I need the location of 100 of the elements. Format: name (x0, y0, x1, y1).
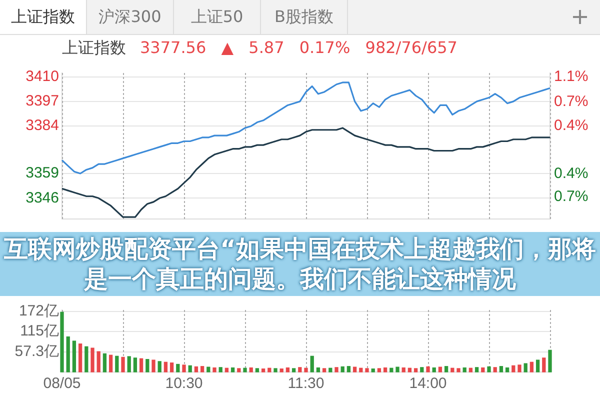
bar (261, 368, 266, 372)
bar (286, 367, 290, 372)
bar (237, 368, 241, 372)
bar (474, 367, 479, 372)
bar (420, 367, 424, 372)
bar (371, 368, 375, 372)
y-tick-label: 57.3亿 (14, 342, 59, 360)
bar (396, 366, 400, 372)
bar (280, 368, 284, 372)
bar (304, 368, 308, 372)
x-tick-label: 11:30 (288, 375, 324, 392)
bar (152, 360, 156, 372)
bar (102, 353, 107, 372)
bar (146, 358, 150, 372)
bar (377, 368, 382, 372)
bar (334, 367, 338, 372)
bar (164, 362, 168, 372)
bar (84, 346, 88, 372)
bar (243, 368, 247, 372)
bar (115, 356, 119, 372)
bar (182, 364, 186, 372)
bar (310, 356, 314, 372)
bar (322, 368, 326, 372)
bar (481, 367, 485, 372)
bar (200, 366, 204, 372)
bar (212, 367, 216, 372)
bar (499, 366, 504, 372)
text: 互联网炒股配资平台“如果中国在技术上超越我们，那将是一个真正的问题。我们不能让这种情况 (0, 232, 600, 296)
bar (365, 368, 369, 372)
bar (359, 368, 363, 372)
bar (548, 350, 552, 372)
bar (402, 367, 406, 372)
bar (170, 362, 174, 372)
text: 沪深300 (87, 0, 174, 34)
bar (487, 366, 491, 372)
y-tick-label: 3359 (26, 164, 59, 182)
bar (255, 368, 260, 372)
bar (414, 368, 418, 372)
bar (90, 348, 94, 372)
bar (438, 366, 442, 372)
y-tick-label: 172亿 (18, 302, 59, 320)
bar (72, 340, 76, 372)
text: 上证指数 (0, 0, 87, 34)
bar (408, 368, 412, 372)
bar (298, 367, 302, 372)
y-tick-label: 115亿 (20, 322, 59, 340)
chart-title: 上证指数 (62, 38, 126, 57)
y-tick-label: 3384 (26, 117, 59, 134)
bar (328, 368, 332, 372)
bar (292, 368, 296, 372)
bar (542, 358, 546, 372)
bar (450, 368, 454, 372)
bar (426, 366, 430, 372)
x-tick-label: 14:00 (409, 375, 447, 392)
bar (390, 368, 394, 372)
bar (188, 365, 192, 372)
bar (218, 367, 222, 372)
bar (524, 363, 528, 372)
bar (432, 367, 436, 372)
bar (316, 367, 320, 372)
bar (518, 364, 522, 372)
bar (468, 368, 473, 372)
y2-tick-label: 0.7% (554, 188, 588, 205)
bar (249, 367, 253, 372)
y2-tick-label: 0.4% (554, 164, 588, 182)
y2-tick-label: 1.1% (554, 68, 588, 85)
text: B股指数 (261, 0, 348, 34)
bar (133, 358, 138, 372)
bar (176, 364, 180, 372)
bar (340, 366, 344, 372)
bar (505, 367, 510, 372)
bar (352, 366, 357, 372)
bar (456, 368, 460, 372)
bar (158, 361, 162, 372)
bar (121, 356, 125, 372)
bar (78, 343, 82, 372)
bar (127, 356, 131, 372)
bar (206, 366, 210, 372)
bar (96, 351, 100, 372)
bar (493, 367, 497, 372)
bar (462, 367, 466, 372)
bar (530, 362, 534, 372)
y-tick-label: 3346 (26, 189, 59, 206)
bar (346, 366, 351, 372)
bar (512, 365, 516, 372)
y-tick-label: 3410 (26, 68, 59, 85)
bar (274, 368, 278, 372)
bar (444, 366, 448, 372)
bar (194, 366, 198, 372)
y2-tick-label: 0.4% (554, 117, 588, 134)
bar (66, 336, 70, 372)
bar (383, 367, 388, 372)
bar (268, 368, 272, 372)
bar (139, 358, 144, 372)
bar (230, 367, 235, 372)
bar (536, 360, 540, 372)
text: 上证50 (174, 0, 261, 34)
bar (108, 354, 113, 372)
y-tick-label: 3397 (26, 92, 59, 110)
x-tick-label: 08/05 (43, 375, 81, 392)
